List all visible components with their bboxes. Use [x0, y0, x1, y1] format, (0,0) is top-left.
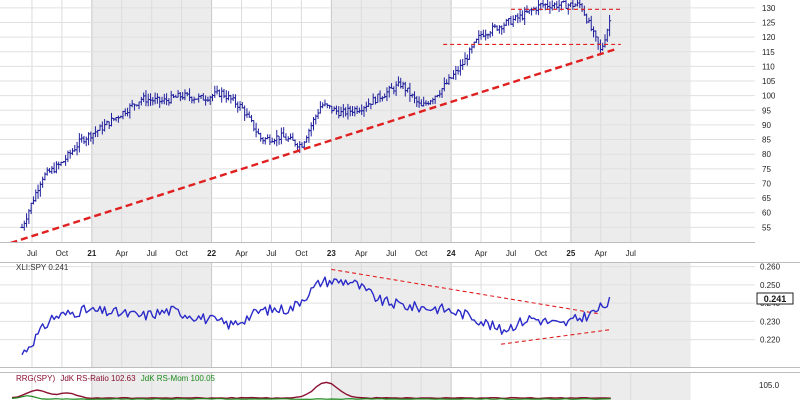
- rs-y-tick: 0.220: [760, 336, 781, 345]
- price-y-tick: 115: [762, 48, 775, 57]
- x-axis-label: Jul: [626, 249, 636, 258]
- x-axis-label: Jul: [506, 249, 516, 258]
- rs-series-label: XLI:SPY 0.241: [16, 263, 69, 272]
- x-axis-label: Jul: [27, 249, 37, 258]
- x-axis-label: 25: [566, 249, 575, 258]
- price-y-axis: 55 60 65 70 75 80 85 90 95 100 105 110 115 120 125 130: [762, 4, 776, 233]
- price-y-tick: 100: [762, 92, 776, 101]
- rs-last-value-badge: [756, 292, 794, 305]
- price-y-tick: 55: [762, 223, 771, 232]
- x-axis-label: Jul: [147, 249, 157, 258]
- x-axis-label: Oct: [56, 249, 69, 258]
- x-axis-label: Jul: [386, 249, 396, 258]
- price-panel: 55 60 65 70 75 80 85 90 95 100 105 110 115 120 125 130: [0, 0, 776, 242]
- rs-line-group: [21, 276, 611, 356]
- price-y-tick: 60: [762, 209, 771, 218]
- rs-line: [21, 276, 611, 356]
- price-y-tick: 125: [762, 18, 776, 27]
- x-axis-label: 21: [87, 249, 96, 258]
- rs-triangle-lower: [500, 329, 611, 345]
- price-y-tick: 110: [762, 62, 775, 71]
- price-y-tick: 65: [762, 194, 771, 203]
- rrg-title: RRG(SPY) JdK RS-Ratio 102.63 JdK RS-Mom …: [16, 374, 216, 383]
- price-y-tick: 90: [762, 121, 771, 130]
- price-y-tick: 70: [762, 179, 771, 188]
- rrg-panel: RRG(SPY) JdK RS-Ratio 102.63 JdK RS-Mom …: [11, 374, 780, 400]
- x-axis-label: Apr: [475, 249, 488, 258]
- rrg-mom-line: [11, 395, 611, 400]
- x-axis-label: Apr: [116, 249, 129, 258]
- rs-gridlines: [0, 266, 755, 341]
- rs-triangle-upper: [331, 268, 601, 315]
- x-axis-label: Apr: [235, 249, 248, 258]
- rrg-mom-label: JdK RS-Mom 100.05: [141, 374, 216, 383]
- x-axis-label: Oct: [415, 249, 428, 258]
- rs-annotations: [331, 268, 611, 345]
- x-axis-label: Oct: [295, 249, 308, 258]
- price-trendline: [9, 47, 618, 242]
- price-bars: [20, 0, 612, 231]
- x-axis-label: Apr: [595, 249, 608, 258]
- rrg-y-tick: 105.0: [759, 381, 780, 390]
- price-y-tick: 105: [762, 77, 776, 86]
- x-axis-labels: Jul Oct 21 Apr Jul Oct 22 Apr Jul Oct 23 Apr Jul Oct 2…: [27, 249, 636, 258]
- rs-y-tick: 0.260: [760, 263, 781, 272]
- rs-y-tick: 0.250: [760, 281, 781, 290]
- rrg-ratio-label: JdK RS-Ratio 102.63: [60, 374, 136, 383]
- rrg-ratio-line: [11, 381, 611, 400]
- rs-y-tick: 0.230: [760, 317, 781, 326]
- x-axis-label: Oct: [535, 249, 548, 258]
- rrg-prefix: RRG(SPY): [16, 374, 55, 383]
- x-axis-label: Jul: [266, 249, 276, 258]
- x-axis-label: 23: [327, 249, 336, 258]
- price-y-tick: 80: [762, 150, 771, 159]
- price-y-tick: 95: [762, 106, 771, 115]
- rs-last-value-text: 0.241: [764, 294, 787, 304]
- price-gridlines: [0, 7, 755, 228]
- price-y-tick: 130: [762, 4, 776, 13]
- price-y-tick: 85: [762, 136, 771, 145]
- x-axis-label: Apr: [355, 249, 368, 258]
- x-axis-label: 22: [207, 249, 216, 258]
- price-y-tick: 75: [762, 165, 771, 174]
- price-y-tick: 120: [762, 33, 776, 42]
- x-axis-label: Oct: [175, 249, 188, 258]
- rrg-lines: [11, 381, 611, 400]
- price-annotations: [9, 8, 621, 242]
- x-axis-label: 24: [447, 249, 456, 258]
